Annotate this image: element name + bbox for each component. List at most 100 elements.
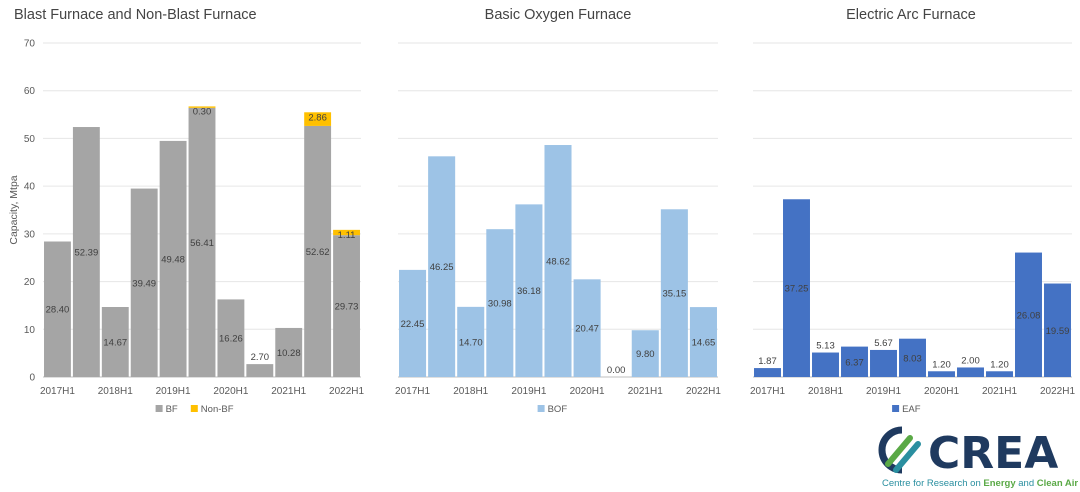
- chart-basic-oxygen-furnace: Basic Oxygen Furnace 22.45 46.25 14.70 30.98…: [395, 7, 721, 415]
- x-tick-label: 2021H1: [628, 386, 663, 397]
- data-label: 39.49: [132, 278, 156, 289]
- series-eaf: [754, 199, 1071, 377]
- crea-tagline-part1: Centre for Research on: [882, 478, 983, 489]
- x-tick-label: 2020H1: [213, 386, 248, 397]
- data-label: 1.20: [932, 359, 951, 370]
- data-label: 9.80: [636, 349, 655, 360]
- bar-bf-2017h2: [72, 127, 100, 377]
- bar-eaf-2022h1: [1044, 283, 1071, 377]
- data-label: 2.86: [308, 112, 327, 123]
- bar-eaf-2018h1: [812, 352, 839, 377]
- bar-non-bf-2019h2: [188, 106, 216, 108]
- x-tick-label: 2019H1: [511, 386, 546, 397]
- crea-logo-mark-icon: [878, 426, 921, 474]
- x-tick-label: 2017H1: [395, 386, 430, 397]
- legend-item-bf: BF: [155, 404, 178, 415]
- data-label: 5.67: [874, 338, 893, 349]
- bar-bf-2021h1: [275, 327, 303, 377]
- y-tick-label: 60: [24, 86, 36, 97]
- bar-eaf-2021h1: [986, 371, 1013, 377]
- x-tick-label: 2022H1: [329, 386, 364, 397]
- data-label: 0.30: [193, 106, 212, 117]
- bar-bf-2019h2: [188, 107, 216, 377]
- data-label: 10.28: [277, 348, 301, 359]
- data-label: 8.03: [903, 353, 922, 364]
- data-label: 30.98: [488, 299, 512, 310]
- data-label: 26.08: [1017, 310, 1041, 321]
- bar-bf-2019h1: [159, 140, 187, 377]
- legend-item-bof: BOF: [537, 404, 567, 415]
- data-label: 29.73: [335, 302, 359, 313]
- data-label: 5.13: [816, 341, 835, 352]
- chart-panels: Blast Furnace and Non-Blast Furnace 0 10 20…: [8, 7, 1075, 415]
- bar-bof-2022h1: [689, 307, 717, 377]
- x-tick-label: 2020H1: [924, 386, 959, 397]
- y-tick-label: 10: [24, 325, 36, 336]
- data-label: 52.39: [74, 248, 98, 259]
- bar-eaf-2020h2: [957, 367, 984, 377]
- legend-swatch: [155, 405, 163, 412]
- data-label: 22.45: [401, 319, 425, 330]
- x-tick-label: 2022H1: [1040, 386, 1075, 397]
- bar-bf-2022h1: [333, 235, 360, 377]
- legend: BF Non-BF: [155, 404, 234, 415]
- data-label: 46.25: [430, 262, 454, 273]
- legend-label: Non-BF: [201, 404, 234, 415]
- y-tick-label: 30: [24, 229, 36, 240]
- x-tick-label: 2022H1: [686, 386, 721, 397]
- series-non-bf: [188, 106, 360, 236]
- legend-item-non-bf: Non-BF: [190, 404, 234, 415]
- chart-blast-furnace-and-non-blast-furnace: Blast Furnace and Non-Blast Furnace 0 10 20…: [8, 7, 364, 415]
- bar-eaf-2019h1: [870, 349, 897, 377]
- data-label: 1.20: [990, 359, 1009, 370]
- bar-bof-2020h1: [573, 279, 601, 377]
- bar-bf-2020h1: [217, 299, 245, 377]
- legend: BOF: [537, 404, 567, 415]
- bar-non-bf-2022h1: [333, 229, 360, 236]
- data-label: 2.70: [251, 352, 270, 363]
- bar-eaf-2018h2: [841, 346, 868, 377]
- x-tick-label: 2021H1: [271, 386, 306, 397]
- bar-bof-2021h2: [660, 209, 688, 377]
- crea-tagline-energy: Energy: [983, 478, 1016, 489]
- y-tick-label: 40: [24, 182, 36, 193]
- data-label: 20.47: [575, 324, 599, 335]
- bar-eaf-2020h1: [928, 371, 955, 377]
- data-label: 2.00: [961, 355, 980, 366]
- x-tick-label: 2020H1: [570, 386, 605, 397]
- x-tick-label: 2018H1: [453, 386, 488, 397]
- bar-bf-2018h2: [130, 188, 158, 377]
- data-label: 14.70: [459, 337, 483, 348]
- bar-bof-2017h1: [399, 269, 427, 377]
- y-tick-label: 70: [24, 39, 36, 50]
- chart-title: Basic Oxygen Furnace: [485, 7, 632, 23]
- legend-swatch: [537, 405, 545, 412]
- series-bof: [399, 145, 717, 377]
- series-bf: [44, 107, 360, 377]
- data-label: 56.41: [190, 238, 214, 249]
- data-label: 0.00: [607, 365, 626, 376]
- bar-bof-2019h1: [515, 204, 543, 377]
- data-label: 1.87: [758, 356, 777, 367]
- data-label: 37.25: [785, 284, 809, 295]
- data-label: 6.37: [845, 357, 864, 368]
- y-tick-label: 0: [29, 373, 35, 384]
- y-tick-label: 20: [24, 277, 36, 288]
- crea-logo: CREA Centre for Research on Energy and C…: [878, 426, 1079, 489]
- data-label: 48.62: [546, 257, 570, 268]
- bar-bof-2018h1: [457, 306, 485, 377]
- chart-electric-arc-furnace: Electric Arc Furnace 1.87 37.25 5.13 6.37 5.6…: [750, 7, 1075, 415]
- y-axis-label: Capacity, Mtpa: [8, 175, 20, 244]
- bar-bof-2021h1: [631, 330, 659, 377]
- crea-logo-wordmark: CREA: [928, 428, 1058, 479]
- crea-tagline-clean-air: Clean Air: [1037, 478, 1079, 489]
- x-tick-label: 2018H1: [808, 386, 843, 397]
- bar-bf-2018h1: [101, 307, 129, 377]
- y-tick-label: 50: [24, 134, 36, 145]
- bar-bof-2018h2: [486, 229, 514, 377]
- data-label: 19.59: [1046, 326, 1070, 337]
- crea-tagline-and: and: [1016, 478, 1037, 489]
- chart-title: Blast Furnace and Non-Blast Furnace: [14, 7, 257, 23]
- data-label: 49.48: [161, 254, 185, 265]
